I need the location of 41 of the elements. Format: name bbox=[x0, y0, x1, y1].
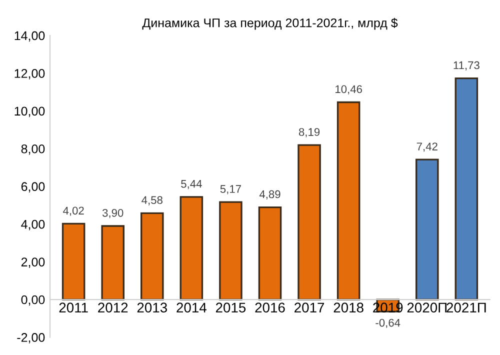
bar bbox=[180, 196, 204, 300]
y-tick-label: 14,00 bbox=[14, 31, 45, 42]
data-label: 4,02 bbox=[63, 206, 84, 216]
bar bbox=[140, 212, 164, 300]
x-tick-label: 2011 bbox=[59, 302, 88, 313]
y-tick-label: 0,00 bbox=[21, 295, 45, 306]
bar bbox=[454, 77, 478, 300]
data-label: 8,19 bbox=[298, 128, 320, 138]
bar bbox=[416, 158, 439, 300]
y-tick-label: -2,00 bbox=[17, 333, 45, 344]
x-tick-label: 2021П bbox=[446, 302, 486, 313]
x-tick-label: 2020П bbox=[407, 302, 446, 313]
x-tick-label: 2016 bbox=[255, 302, 285, 313]
y-tick-label: 8,00 bbox=[21, 144, 45, 155]
x-tick-label: 2013 bbox=[137, 302, 167, 313]
bar bbox=[101, 225, 124, 300]
y-tick-label: 12,00 bbox=[14, 69, 45, 80]
x-tick-label: 2012 bbox=[98, 302, 128, 313]
data-label: 5,17 bbox=[220, 185, 241, 194]
data-label: 4,58 bbox=[142, 196, 162, 206]
bar bbox=[219, 201, 242, 300]
data-label: 10,46 bbox=[336, 85, 362, 94]
data-label: 5,44 bbox=[181, 180, 202, 190]
data-label: 3,90 bbox=[102, 208, 124, 218]
x-tick-label: 2018 bbox=[334, 302, 364, 313]
y-tick-label: 6,00 bbox=[21, 182, 45, 193]
data-label: 11,73 bbox=[454, 61, 480, 70]
data-label: 7,42 bbox=[416, 142, 438, 152]
data-label: 4,89 bbox=[259, 190, 280, 200]
y-tick-label: 2,00 bbox=[21, 258, 45, 268]
y-tick-label: 10,00 bbox=[14, 106, 45, 118]
y-tick-label: 4,00 bbox=[21, 220, 45, 230]
bar bbox=[62, 222, 86, 300]
x-tick-label: 2017 bbox=[294, 302, 324, 313]
bar bbox=[336, 101, 360, 300]
chart-title: Динамика ЧП за период 2011-2021г., млрд $ bbox=[142, 18, 398, 30]
x-tick-label: 2014 bbox=[176, 302, 206, 313]
bar bbox=[298, 144, 321, 300]
data-label: -0,64 bbox=[376, 318, 400, 328]
bar bbox=[258, 206, 282, 300]
x-tick-label: 2015 bbox=[216, 302, 246, 313]
